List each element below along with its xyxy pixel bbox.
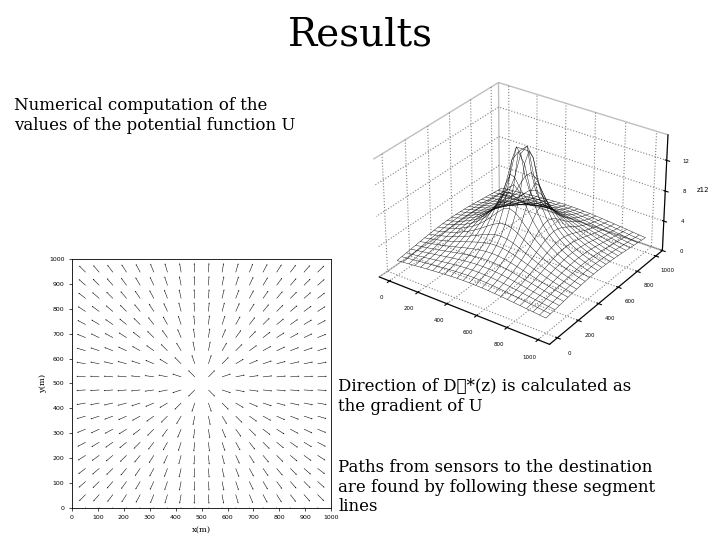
Y-axis label: y(m): y(m): [40, 374, 48, 393]
X-axis label: x(m): x(m): [192, 526, 211, 534]
Text: Numerical computation of the
values of the potential function U: Numerical computation of the values of t…: [14, 97, 296, 134]
Text: Results: Results: [287, 16, 433, 53]
Text: Direction of D★*(z) is calculated as
the gradient of U: Direction of D★*(z) is calculated as the…: [338, 378, 631, 415]
Text: Paths from sensors to the destination
are found by following these segment
lines: Paths from sensors to the destination ar…: [338, 459, 655, 515]
